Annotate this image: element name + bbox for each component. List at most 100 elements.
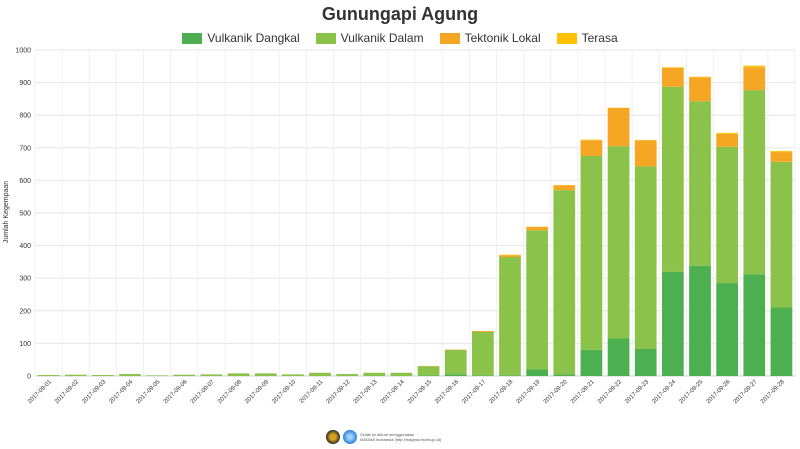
magma-logo-icon xyxy=(343,430,357,444)
x-axis: 2017-09-01 2017-09-02 2017-09-03 2017-09-04… xyxy=(27,379,786,405)
bar-segment[interactable] xyxy=(146,375,168,376)
x-tick-label: 2017-09-26 xyxy=(706,379,732,405)
legend-swatch xyxy=(556,32,577,44)
x-tick-label: 2017-09-13 xyxy=(353,379,379,405)
x-tick-label: 2017-09-07 xyxy=(190,379,216,405)
bar-segment[interactable] xyxy=(282,374,304,376)
bar-segment[interactable] xyxy=(770,152,793,162)
bar-segment[interactable] xyxy=(227,373,250,376)
esdm-logo-icon xyxy=(326,430,340,444)
bar-segment[interactable] xyxy=(716,283,738,376)
x-tick-label: 2017-09-23 xyxy=(624,379,650,405)
bar-segment[interactable] xyxy=(689,265,711,376)
bar-segment[interactable] xyxy=(499,254,521,256)
legend-label: Vulkanik Dalam xyxy=(340,31,424,45)
bar-segment[interactable] xyxy=(743,274,766,376)
bar-segment[interactable] xyxy=(499,257,521,376)
bar-segment[interactable] xyxy=(444,374,467,376)
bar-segment[interactable] xyxy=(634,348,657,376)
bar-segment[interactable] xyxy=(119,374,141,376)
x-tick-label: 2017-09-14 xyxy=(380,379,406,405)
x-tick-label: 2017-09-18 xyxy=(488,379,514,405)
bar-segment[interactable] xyxy=(580,140,603,156)
legend-swatch xyxy=(315,32,336,44)
bar-segment[interactable] xyxy=(770,151,793,153)
bar-segment[interactable] xyxy=(662,67,684,68)
bar-segment[interactable] xyxy=(689,76,711,78)
bar-segment[interactable] xyxy=(309,372,331,376)
bar-segment[interactable] xyxy=(173,374,196,376)
legend-item-vulkanik-dalam[interactable]: Vulkanik Dalam xyxy=(315,31,424,45)
legend-item-vulkanik-dangkal[interactable]: Vulkanik Dangkal xyxy=(182,31,300,45)
x-tick-label: 2017-09-17 xyxy=(461,379,487,405)
chart-title: Gunungapi Agung xyxy=(321,4,479,24)
bar-segment[interactable] xyxy=(607,338,630,376)
bar-segment[interactable] xyxy=(662,271,684,376)
bar-segment[interactable] xyxy=(743,67,766,91)
bar-segment[interactable] xyxy=(417,375,440,376)
y-tick-label: 0 xyxy=(27,374,31,381)
x-tick-label: 2017-09-22 xyxy=(597,379,623,405)
x-tick-label: 2017-09-12 xyxy=(326,379,352,405)
bar-segment[interactable] xyxy=(472,331,494,376)
x-tick-label: 2017-09-10 xyxy=(271,379,297,405)
bar-segment[interactable] xyxy=(716,133,738,147)
y-tick-label: 300 xyxy=(19,276,31,283)
bar-segment[interactable] xyxy=(689,77,711,102)
bar-segment[interactable] xyxy=(526,369,548,376)
bar-segment[interactable] xyxy=(526,230,548,370)
bar-segment[interactable] xyxy=(390,372,413,376)
bar-segment[interactable] xyxy=(662,86,684,272)
y-tick-label: 900 xyxy=(19,80,31,87)
bar-segment[interactable] xyxy=(770,307,793,376)
bar-segment[interactable] xyxy=(716,132,738,134)
bar-segment[interactable] xyxy=(417,366,440,376)
bar-segment[interactable] xyxy=(37,375,60,376)
y-tick-label: 600 xyxy=(19,178,31,185)
y-tick-label: 500 xyxy=(19,211,31,218)
bar-segment[interactable] xyxy=(553,190,576,375)
bar-segment[interactable] xyxy=(770,161,793,308)
bar-segment[interactable] xyxy=(553,185,576,191)
bar-segment[interactable] xyxy=(526,227,548,231)
y-tick-label: 800 xyxy=(19,113,31,120)
bar-segment[interactable] xyxy=(336,374,358,376)
legend: Vulkanik Dangkal Vulkanik Dalam Tektonik… xyxy=(0,31,800,45)
bar-segment[interactable] xyxy=(716,146,738,284)
bar-segment[interactable] xyxy=(607,146,630,339)
bar-segment[interactable] xyxy=(499,255,521,258)
bar-segment[interactable] xyxy=(580,155,603,350)
x-tick-label: 2017-09-06 xyxy=(163,379,189,405)
y-tick-label: 400 xyxy=(19,243,31,250)
bar-segment[interactable] xyxy=(580,349,603,376)
bar-segment[interactable] xyxy=(743,65,766,68)
bar-segment[interactable] xyxy=(254,373,277,376)
x-tick-label: 2017-09-21 xyxy=(570,379,596,405)
bar-segment[interactable] xyxy=(634,166,657,349)
bar-segment[interactable] xyxy=(634,140,657,167)
legend-swatch xyxy=(439,32,460,44)
bar-segment[interactable] xyxy=(499,375,521,376)
bar-segment[interactable] xyxy=(743,90,766,275)
legend-item-tektonik-lokal[interactable]: Tektonik Lokal xyxy=(439,31,541,45)
bar-segment[interactable] xyxy=(580,139,603,141)
x-tick-label: 2017-09-16 xyxy=(434,379,460,405)
bar-segment[interactable] xyxy=(472,375,494,376)
x-tick-label: 2017-09-25 xyxy=(678,379,704,405)
bar-segment[interactable] xyxy=(64,374,87,376)
y-axis-label: Jumlah Kegempaan xyxy=(3,181,10,243)
x-tick-label: 2017-09-15 xyxy=(407,379,433,405)
bar-segment[interactable] xyxy=(553,374,576,376)
bar-segment[interactable] xyxy=(472,331,494,332)
bar-segment[interactable] xyxy=(689,101,711,266)
bar-segment[interactable] xyxy=(662,67,684,87)
y-tick-label: 200 xyxy=(19,308,31,315)
bar-segment[interactable] xyxy=(444,349,467,375)
bar-segment[interactable] xyxy=(363,372,386,376)
bar-segment[interactable] xyxy=(92,375,114,376)
bar-segment[interactable] xyxy=(200,374,223,376)
bar-segment[interactable] xyxy=(607,108,630,147)
x-tick-label: 2017-09-19 xyxy=(516,379,542,405)
legend-item-terasa[interactable]: Terasa xyxy=(556,31,618,45)
